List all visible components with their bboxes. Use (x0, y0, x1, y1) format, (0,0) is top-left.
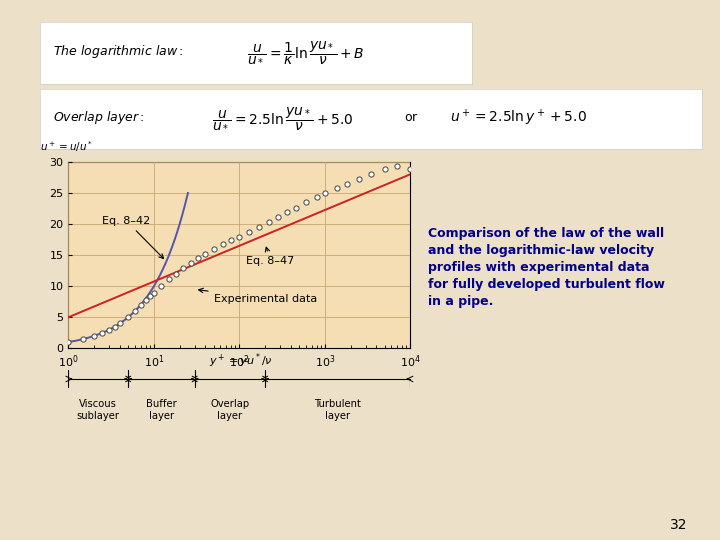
Point (366, 170, 377, 179)
Point (233, 232, 245, 241)
Text: $\it{Overlap\ layer:}$: $\it{Overlap\ layer:}$ (53, 109, 145, 126)
Point (170, 269, 181, 278)
Text: $\dfrac{u}{u_*} = 2.5\ln\dfrac{yu_*}{\nu} + 5.0$: $\dfrac{u}{u_*} = 2.5\ln\dfrac{yu_*}{\nu… (212, 105, 354, 130)
Point (114, 319, 125, 328)
Point (263, 217, 274, 226)
Text: Viscous
sublayer: Viscous sublayer (77, 400, 120, 421)
Text: Turbulent
layer: Turbulent layer (315, 400, 361, 421)
Point (163, 274, 175, 283)
Point (243, 227, 255, 236)
Point (144, 292, 156, 300)
Text: $\it{The\ logarithmic\ law:}$: $\it{The\ logarithmic\ law:}$ (53, 43, 183, 60)
Point (177, 263, 189, 272)
Point (148, 289, 160, 298)
Point (208, 245, 220, 253)
Text: $\mathrm{or}$: $\mathrm{or}$ (404, 111, 419, 124)
Point (311, 193, 323, 202)
Point (122, 313, 134, 321)
Point (96, 328, 108, 337)
Text: $y^+ = yu^*/\nu$: $y^+ = yu^*/\nu$ (210, 352, 273, 370)
Point (89, 332, 100, 340)
Text: Eq. 8–47: Eq. 8–47 (246, 247, 294, 266)
Text: Buffer
layer: Buffer layer (146, 400, 177, 421)
Point (300, 198, 312, 207)
Text: $u^+ = 2.5\ln y^+ + 5.0$: $u^+ = 2.5\ln y^+ + 5.0$ (450, 107, 588, 128)
Point (78, 335, 89, 343)
Point (272, 213, 284, 221)
Point (104, 325, 115, 334)
Point (199, 249, 211, 258)
Point (135, 300, 146, 309)
Text: Comparison of the law of the wall
and the logarithmic-law velocity
profiles with: Comparison of the law of the wall and th… (428, 227, 665, 308)
Point (155, 282, 166, 291)
Point (282, 208, 293, 217)
Point (341, 179, 353, 188)
Point (392, 162, 403, 171)
Text: $\dfrac{u}{u_*} = \dfrac{1}{\kappa}\ln\dfrac{yu_*}{\nu} + B$: $\dfrac{u}{u_*} = \dfrac{1}{\kappa}\ln\d… (247, 39, 364, 64)
Text: Overlap
layer: Overlap layer (210, 400, 249, 421)
Text: Experimental data: Experimental data (199, 288, 317, 303)
Point (319, 189, 330, 198)
Point (192, 254, 204, 262)
Point (129, 307, 140, 315)
Point (253, 222, 265, 231)
Point (354, 174, 365, 183)
Point (405, 165, 416, 174)
Text: $u^+ = u/u^*$: $u^+ = u/u^*$ (40, 139, 93, 154)
Point (63, 338, 74, 347)
Point (217, 240, 229, 248)
Point (290, 204, 302, 212)
Text: Eq. 8–42: Eq. 8–42 (102, 216, 163, 259)
Point (332, 184, 343, 192)
Point (140, 295, 151, 304)
Point (109, 322, 121, 331)
Text: 32: 32 (670, 518, 688, 532)
Point (379, 165, 390, 174)
Point (225, 235, 237, 244)
Point (185, 258, 197, 267)
